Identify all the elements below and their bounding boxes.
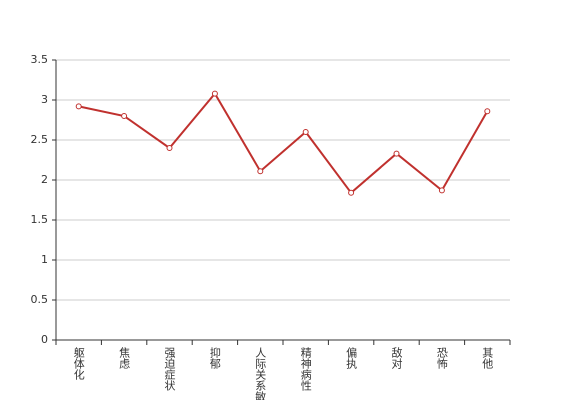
y-tick-label: 3: [41, 93, 48, 106]
x-tick-label: 偏执: [345, 346, 358, 370]
y-tick-label: 2.5: [31, 133, 49, 146]
point: [211, 90, 218, 97]
x-tick-label: 强迫症状: [163, 347, 176, 391]
line: [78, 91, 489, 195]
x-tick-label: 恐怖: [435, 347, 448, 369]
y-tick-label: 1.5: [31, 213, 49, 226]
y-tick-label: 2: [41, 173, 48, 186]
x-tick-label: 精神病性: [299, 347, 312, 392]
x-tick-label: 焦虑: [118, 347, 131, 369]
point: [166, 145, 173, 151]
x-tick-label: 躯体化: [72, 347, 85, 381]
point: [484, 108, 491, 115]
x-tick-label: 人际关系敏感: [254, 347, 267, 400]
y-tick-label: 1: [41, 253, 48, 266]
point: [75, 103, 82, 110]
point: [302, 129, 309, 135]
x-tick-label: 其他: [481, 347, 494, 369]
y-tick-label: 0.5: [31, 293, 49, 306]
x-tick-label: 抑郁: [208, 346, 221, 369]
x-tick-label: 敌对: [390, 346, 403, 369]
point: [438, 187, 445, 194]
point: [121, 113, 128, 119]
point: [393, 150, 400, 157]
point: [348, 189, 355, 196]
point: [257, 168, 264, 175]
y-tick-label: 3.5: [31, 53, 49, 66]
y-tick-label: 0: [41, 333, 48, 346]
